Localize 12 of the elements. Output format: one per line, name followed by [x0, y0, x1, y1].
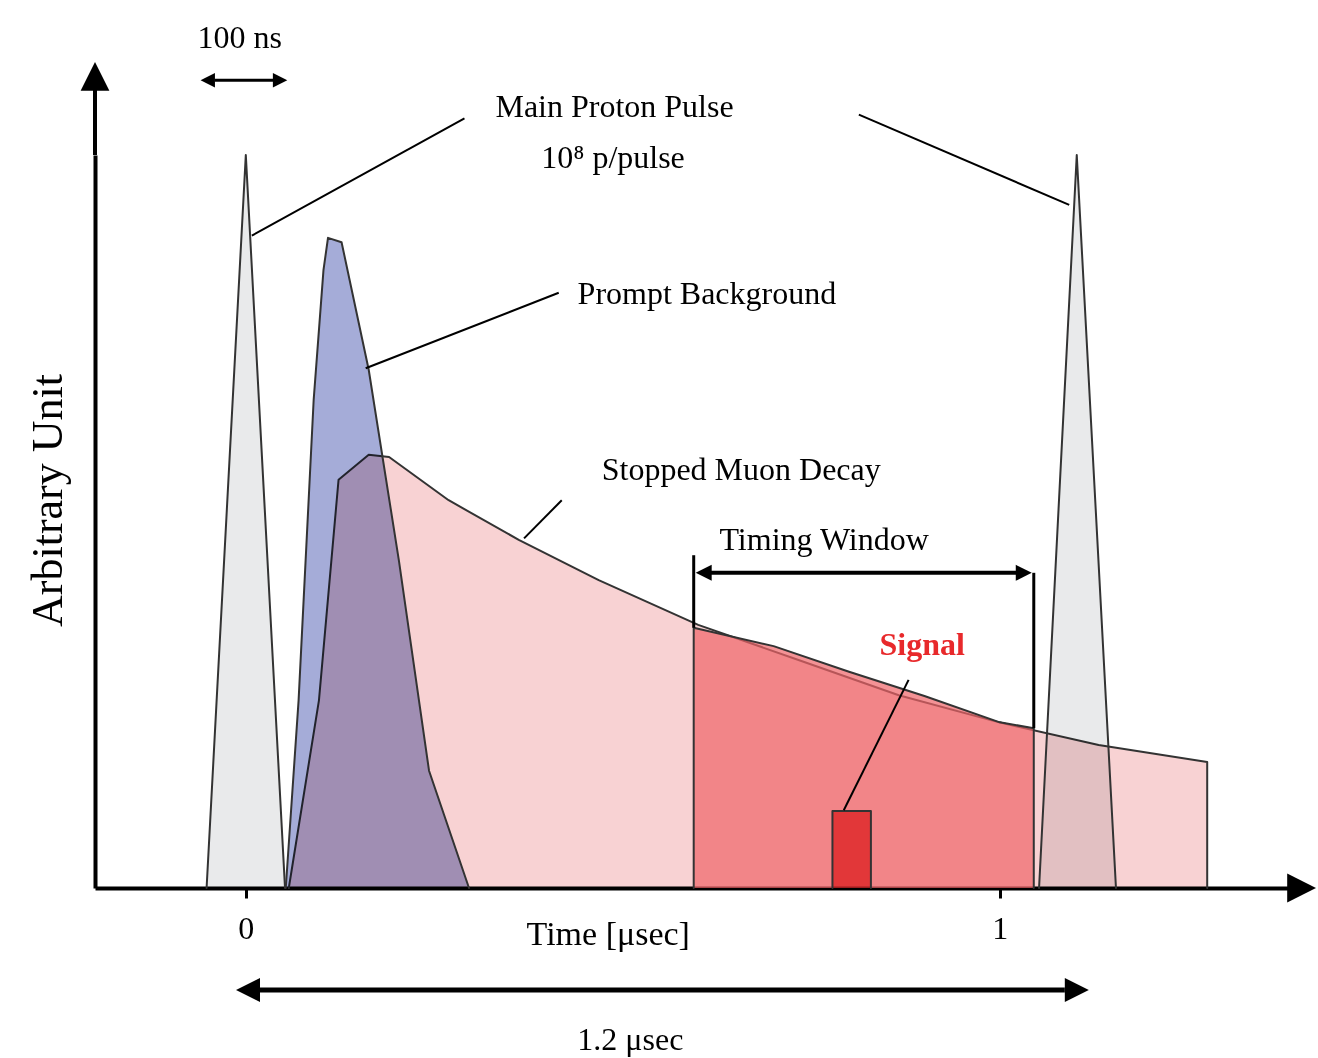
text: Stopped Muon Decay — [601, 451, 881, 488]
text: 100 ns — [197, 18, 282, 55]
text: Prompt Background — [577, 275, 837, 312]
x-axis-title: Time [μsec] — [526, 914, 690, 952]
text: Main Proton Pulse — [495, 88, 734, 125]
x-tick-label: 0 — [238, 909, 255, 946]
y-axis-title: Arbitrary Unit — [22, 374, 72, 627]
annotation: Timing Window — [719, 520, 929, 557]
annotation: 10⁸ p/pulse — [541, 138, 685, 175]
text: 1.2 μsec — [577, 1020, 684, 1057]
x-tick-label: 1 — [992, 909, 1009, 946]
text: Signal — [879, 626, 965, 663]
